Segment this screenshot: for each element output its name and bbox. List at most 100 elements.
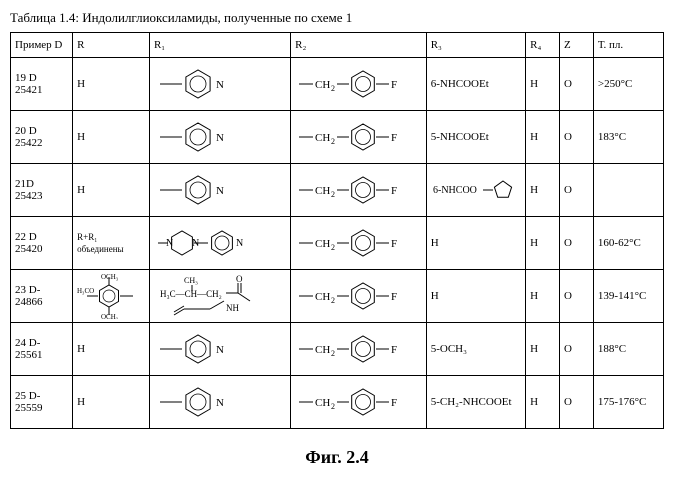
svg-text:N: N: [216, 185, 224, 197]
cell-example: 24 D-25561: [11, 323, 73, 376]
cell-r1: CH₃ H₃C—CH—CH₂ O NH: [149, 270, 290, 323]
h-t: Т. пл.: [593, 33, 663, 58]
svg-text:F: F: [391, 397, 397, 409]
svg-text:N: N: [216, 79, 224, 91]
cell-r3: 5-OCH₃: [426, 323, 525, 376]
cell-r: OCH₃ H₃CO OCH₃: [73, 270, 150, 323]
svg-text:OCH₃: OCH₃: [101, 313, 119, 319]
svg-text:CH: CH: [315, 291, 330, 303]
figure-label: Фиг. 2.4: [10, 447, 664, 468]
ex-bot: 25559: [15, 402, 68, 414]
ex-top: 23 D-: [15, 284, 68, 296]
cell-r1: N: [149, 323, 290, 376]
cell-r4: H: [526, 111, 560, 164]
data-table: Пример D R R₁ R₂ R₃ R₄ Z Т. пл. 19 D2542…: [10, 32, 664, 429]
svg-text:F: F: [391, 185, 397, 197]
svg-text:2: 2: [331, 349, 335, 358]
cell-t: 175-176°C: [593, 376, 663, 429]
table-row: 19 D25421H N CH 2 F 6-NHCOOEtHO>250°C: [11, 58, 664, 111]
h-r4: R₄: [526, 33, 560, 58]
cell-r4: H: [526, 323, 560, 376]
cell-r1: N N N: [149, 217, 290, 270]
cell-r2: CH 2 F: [291, 58, 427, 111]
cell-z: O: [560, 111, 594, 164]
cell-r3: 6-NHCOO: [426, 164, 525, 217]
svg-text:N: N: [216, 397, 224, 409]
ex-bot: 25420: [15, 243, 68, 255]
cell-r3: H: [426, 270, 525, 323]
cell-r4: H: [526, 217, 560, 270]
h-r1: R₁: [149, 33, 290, 58]
svg-text:N: N: [236, 238, 243, 249]
table-row: 21D25423H N CH 2 F 6-NHCOO HO: [11, 164, 664, 217]
svg-text:H₃CO: H₃CO: [77, 287, 94, 295]
svg-text:2: 2: [331, 84, 335, 93]
svg-text:CH: CH: [315, 238, 330, 250]
ex-top: 21D: [15, 178, 68, 190]
cell-z: O: [560, 164, 594, 217]
svg-text:F: F: [391, 132, 397, 144]
ex-top: 25 D-: [15, 390, 68, 402]
svg-text:2: 2: [331, 402, 335, 411]
cell-r3: 5-CH₂-NHCOOEt: [426, 376, 525, 429]
svg-text:2: 2: [331, 137, 335, 146]
svg-text:OCH₃: OCH₃: [101, 273, 119, 281]
ex-top: 20 D: [15, 125, 68, 137]
cell-r4: H: [526, 376, 560, 429]
svg-text:CH: CH: [315, 185, 330, 197]
cell-r1: N: [149, 376, 290, 429]
cell-r1: N: [149, 111, 290, 164]
table-row: 22 D25420R+R₁объединены N N N CH 2 F HHO…: [11, 217, 664, 270]
svg-text:CH: CH: [315, 79, 330, 91]
r-text: R+R₁объединены: [77, 232, 123, 254]
svg-text:N: N: [216, 344, 224, 356]
cell-r1: N: [149, 58, 290, 111]
cell-r3: 6-NHCOOEt: [426, 58, 525, 111]
h-r3: R₃: [426, 33, 525, 58]
cell-z: O: [560, 323, 594, 376]
cell-t: [593, 164, 663, 217]
cell-example: 20 D25422: [11, 111, 73, 164]
ex-top: 19 D: [15, 72, 68, 84]
ex-bot: 25422: [15, 137, 68, 149]
cell-example: 25 D-25559: [11, 376, 73, 429]
cell-example: 23 D-24866: [11, 270, 73, 323]
cell-example: 19 D25421: [11, 58, 73, 111]
svg-text:F: F: [391, 344, 397, 356]
cell-r: H: [73, 58, 150, 111]
cell-z: O: [560, 376, 594, 429]
ex-top: 22 D: [15, 231, 68, 243]
cell-z: O: [560, 217, 594, 270]
cell-z: O: [560, 58, 594, 111]
cell-t: 188°C: [593, 323, 663, 376]
cell-r4: H: [526, 58, 560, 111]
h-ex: Пример D: [11, 33, 73, 58]
ex-bot: 24866: [15, 296, 68, 308]
table-caption: Таблица 1.4: Индолилглиоксиламиды, получ…: [10, 10, 664, 26]
cell-r2: CH 2 F: [291, 376, 427, 429]
cell-r3: 5-NHCOOEt: [426, 111, 525, 164]
svg-text:O: O: [236, 274, 243, 284]
cell-r: R+R₁объединены: [73, 217, 150, 270]
cell-r2: CH 2 F: [291, 270, 427, 323]
cell-t: 183°C: [593, 111, 663, 164]
ex-bot: 25561: [15, 349, 68, 361]
svg-text:2: 2: [331, 296, 335, 305]
cell-r: H: [73, 111, 150, 164]
cell-t: 139-141°C: [593, 270, 663, 323]
cell-example: 22 D25420: [11, 217, 73, 270]
h-z: Z: [560, 33, 594, 58]
svg-text:CH₃: CH₃: [184, 276, 198, 285]
svg-text:F: F: [391, 238, 397, 250]
header-row: Пример D R R₁ R₂ R₃ R₄ Z Т. пл.: [11, 33, 664, 58]
svg-text:F: F: [391, 79, 397, 91]
cell-r4: H: [526, 164, 560, 217]
cell-r: H: [73, 376, 150, 429]
h-r2: R₂: [291, 33, 427, 58]
table-row: 25 D-25559H N CH 2 F 5-CH₂-NHCOOEtHO175-…: [11, 376, 664, 429]
svg-text:CH: CH: [315, 397, 330, 409]
svg-text:6-NHCOO: 6-NHCOO: [433, 185, 477, 196]
ex-top: 24 D-: [15, 337, 68, 349]
svg-text:F: F: [391, 291, 397, 303]
cell-t: 160-62°C: [593, 217, 663, 270]
